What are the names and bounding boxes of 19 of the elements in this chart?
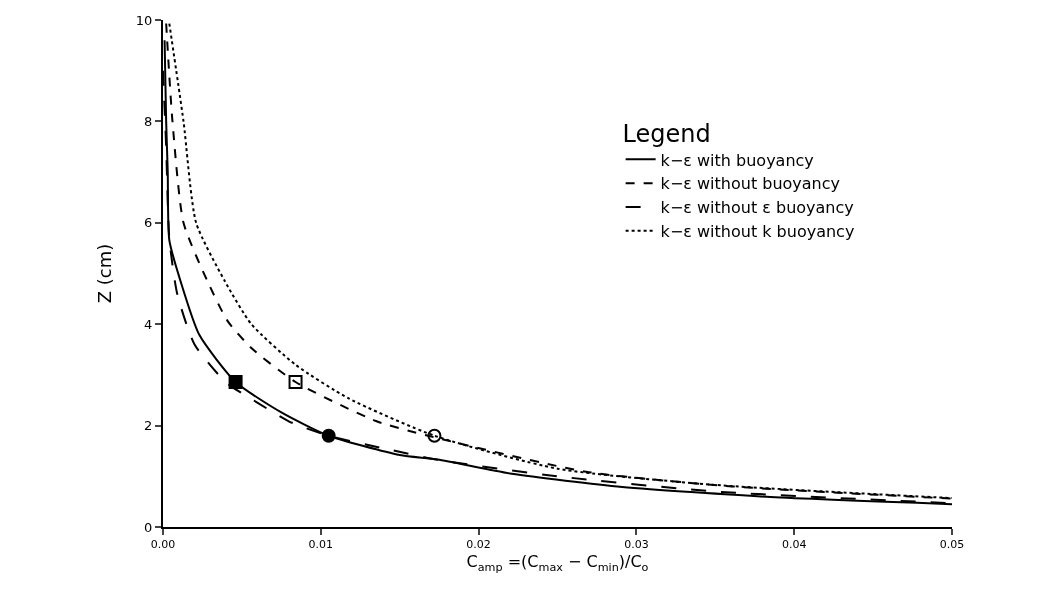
y-tick-label: 0 (144, 519, 153, 535)
x-tick-label: 0.02 (466, 538, 491, 552)
y-axis-title: Z (cm) (93, 243, 115, 304)
x-axis-title: C$_{amp}$ =(C$_{max}$ − C$_{min}$)/C$_{o}$ (466, 552, 649, 574)
x-tick-label: 0.03 (624, 538, 649, 552)
y-tick-label: 6 (144, 215, 153, 231)
x-tick-label: 0.01 (308, 538, 334, 552)
y-tick-label: 2 (144, 418, 153, 434)
x-tick-label: 0.04 (781, 538, 807, 552)
legend-label: k−ε with buoyancy (660, 150, 814, 170)
y-tick-label: 8 (144, 113, 153, 129)
legend-label: k−ε without k buoyancy (660, 222, 855, 241)
x-tick-label: 0.00 (150, 538, 176, 552)
legend-title: Legend (622, 120, 711, 149)
legend-label: k−ε without buoyancy (660, 174, 841, 194)
y-tick-label: 10 (135, 12, 153, 28)
legend-label: k−ε without ε buoyancy (660, 198, 854, 218)
x-tick-label: 0.05 (939, 538, 965, 552)
y-tick-label: 4 (144, 316, 153, 332)
